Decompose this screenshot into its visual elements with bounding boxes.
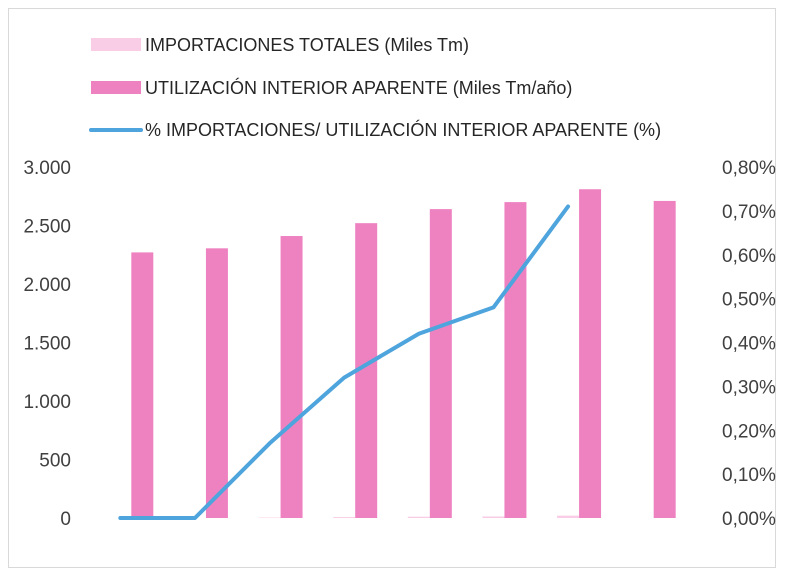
- right-tick-label: 0,40%: [722, 334, 776, 355]
- utilization-bar: [131, 252, 154, 518]
- legend-label-1: IMPORTACIONES TOTALES (Miles Tm): [145, 35, 469, 55]
- bars: [131, 189, 676, 519]
- utilization-bar: [504, 202, 527, 518]
- right-tick-label: 0,80%: [722, 158, 776, 179]
- combo-chart: IMPORTACIONES TOTALES (Miles Tm) UTILIZAC…: [23, 35, 776, 530]
- utilization-bar: [205, 248, 228, 518]
- right-tick-label: 0,50%: [722, 290, 776, 311]
- right-tick-label: 0,00%: [722, 509, 776, 530]
- right-tick-label: 0,60%: [722, 246, 776, 267]
- legend: IMPORTACIONES TOTALES (Miles Tm) UTILIZAC…: [89, 35, 661, 140]
- utilization-bar: [653, 200, 676, 518]
- utilization-bar: [355, 223, 378, 518]
- right-tick-label: 0,20%: [722, 421, 776, 442]
- right-tick-label: 0,70%: [722, 202, 776, 223]
- import-bar: [407, 516, 430, 518]
- right-tick-label: 0,30%: [722, 377, 776, 398]
- right-tick-label: 0,10%: [722, 465, 776, 486]
- legend-label-2: UTILIZACIÓN INTERIOR APARENTE (Miles Tm/…: [145, 77, 572, 98]
- left-tick-label: 1.500: [23, 334, 71, 355]
- percent-line: [118, 204, 571, 520]
- left-axis: 0 500 1.000 1.500 2.000 2.500 3.000: [23, 158, 71, 530]
- right-axis: 0,00% 0,10% 0,20% 0,30% 0,40% 0,50% 0,60% 0,70%…: [722, 158, 776, 530]
- left-tick-label: 2.500: [23, 217, 71, 238]
- utilization-bar: [429, 209, 452, 518]
- legend-label-3: % IMPORTACIONES/ UTILIZACIÓN INTERIOR AP…: [145, 119, 661, 140]
- line-series: [118, 204, 571, 520]
- legend-swatch-1: [91, 38, 141, 51]
- import-bar: [482, 516, 505, 518]
- utilization-bar: [579, 189, 602, 519]
- utilization-bar: [280, 236, 303, 518]
- import-bar: [333, 517, 356, 518]
- left-tick-label: 1.000: [23, 392, 71, 413]
- legend-swatch-2: [91, 81, 141, 94]
- import-bar: [557, 515, 580, 518]
- left-tick-label: 3.000: [23, 158, 71, 179]
- left-tick-label: 500: [39, 451, 71, 472]
- left-tick-label: 2.000: [23, 275, 71, 296]
- chart-frame: IMPORTACIONES TOTALES (Miles Tm) UTILIZAC…: [8, 8, 776, 568]
- left-tick-label: 0: [60, 509, 71, 530]
